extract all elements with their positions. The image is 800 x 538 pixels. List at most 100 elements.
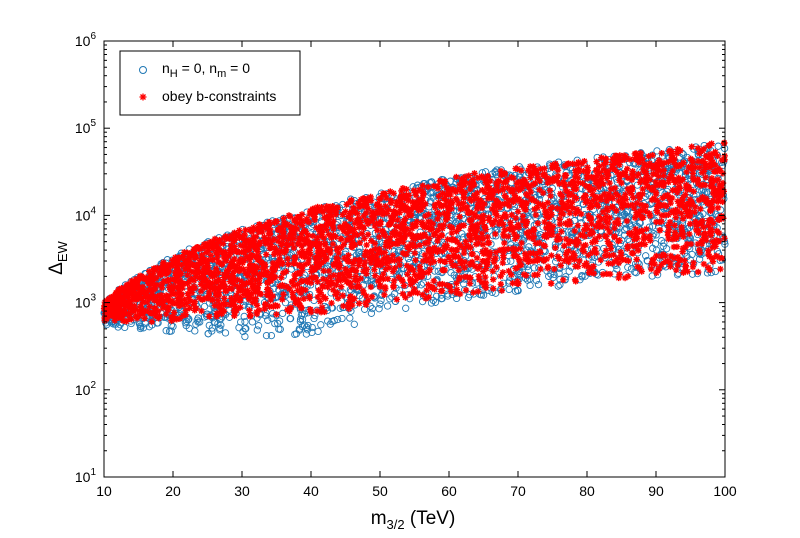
- data-point-red: [679, 248, 686, 255]
- data-point-red: [573, 195, 580, 202]
- data-point-blue: [367, 309, 376, 317]
- data-point-red: [638, 176, 645, 184]
- data-point-red: [515, 221, 522, 228]
- data-point-red: [530, 225, 538, 233]
- data-point-red: [514, 208, 522, 215]
- data-point-red: [462, 287, 470, 294]
- data-point-blue: [624, 263, 632, 271]
- data-point-red: [348, 283, 355, 290]
- data-point-red: [551, 265, 558, 273]
- data-point-red: [220, 308, 228, 315]
- data-point-red: [492, 230, 499, 238]
- data-point-red: [412, 257, 419, 264]
- data-point-red: [342, 265, 349, 273]
- data-point-red: [652, 190, 660, 198]
- data-point-blue: [267, 331, 276, 340]
- data-point-red: [566, 221, 574, 228]
- data-point-red: [438, 232, 445, 239]
- data-point-red: [300, 295, 307, 302]
- data-point-red: [471, 170, 478, 177]
- data-point-red: [221, 295, 228, 302]
- data-point-blue: [525, 243, 533, 251]
- data-point-red: [624, 242, 631, 250]
- data-point-red: [583, 175, 591, 182]
- data-point-blue: [182, 321, 190, 330]
- data-point-red: [508, 173, 515, 181]
- data-point-red: [557, 262, 564, 269]
- data-point-red: [145, 287, 152, 294]
- data-point-red: [667, 252, 674, 260]
- data-point-blue: [278, 309, 287, 318]
- data-point-red: [523, 229, 530, 237]
- data-point-red: [273, 311, 280, 318]
- data-point-red: [658, 261, 665, 268]
- data-point-red: [147, 272, 155, 279]
- data-point-red: [534, 220, 541, 227]
- data-point-blue: [304, 321, 312, 330]
- data-point-red: [457, 258, 464, 266]
- data-point-red: [333, 254, 340, 262]
- data-point-red: [667, 171, 675, 178]
- data-point-red: [179, 312, 187, 319]
- data-point-red: [287, 213, 294, 220]
- data-point-red: [688, 200, 696, 207]
- data-point-red: [362, 299, 369, 307]
- data-point-red: [258, 258, 265, 266]
- data-point-red: [448, 246, 456, 253]
- data-point-red: [593, 158, 600, 165]
- data-point-red: [705, 247, 712, 254]
- data-point-red: [592, 193, 600, 201]
- data-point-red: [411, 249, 418, 257]
- data-point-red: [702, 174, 709, 181]
- data-point-red: [395, 230, 403, 238]
- data-point-red: [536, 186, 543, 193]
- data-point-red: [543, 214, 550, 221]
- data-point-red: [601, 190, 608, 198]
- data-point-blue: [274, 319, 282, 328]
- data-point-red: [501, 247, 508, 254]
- data-point-red: [714, 204, 722, 212]
- data-point-red: [546, 187, 554, 194]
- data-point-red: [434, 209, 441, 216]
- data-point-red: [148, 318, 156, 325]
- data-point-red: [393, 296, 400, 303]
- data-point-red: [707, 182, 715, 190]
- data-point-red: [346, 273, 354, 280]
- data-point-red: [561, 242, 568, 250]
- data-point-red: [641, 241, 649, 248]
- data-point-red: [647, 212, 654, 220]
- data-point-red: [673, 235, 680, 242]
- data-point-red: [172, 269, 179, 276]
- data-point-red: [298, 242, 305, 249]
- data-point-red: [351, 276, 358, 284]
- data-point-blue: [286, 314, 294, 323]
- data-point-red: [629, 250, 637, 257]
- data-point-red: [701, 181, 709, 189]
- data-point-blue: [376, 300, 384, 308]
- data-point-red: [560, 276, 567, 284]
- data-point-red: [606, 270, 614, 278]
- data-point-red: [658, 212, 665, 219]
- data-point-blue: [564, 228, 572, 236]
- data-point-red: [602, 247, 610, 254]
- data-point-blue: [507, 257, 515, 265]
- data-point-red: [460, 194, 468, 201]
- data-point-red: [671, 208, 679, 216]
- data-point-red: [537, 165, 544, 173]
- data-point-blue: [648, 272, 656, 280]
- data-point-red: [721, 235, 728, 242]
- data-point-red: [403, 207, 410, 214]
- data-point-blue: [530, 264, 538, 272]
- data-point-blue: [657, 237, 666, 245]
- data-point-red: [679, 194, 687, 201]
- data-point-red: [628, 184, 636, 191]
- data-point-red: [461, 264, 468, 271]
- data-point-red: [252, 295, 259, 302]
- data-point-blue: [268, 314, 276, 322]
- data-point-red: [678, 161, 685, 168]
- data-point-red: [307, 242, 314, 249]
- data-point-red: [294, 281, 301, 288]
- data-point-red: [582, 222, 589, 229]
- data-point-red: [180, 301, 188, 309]
